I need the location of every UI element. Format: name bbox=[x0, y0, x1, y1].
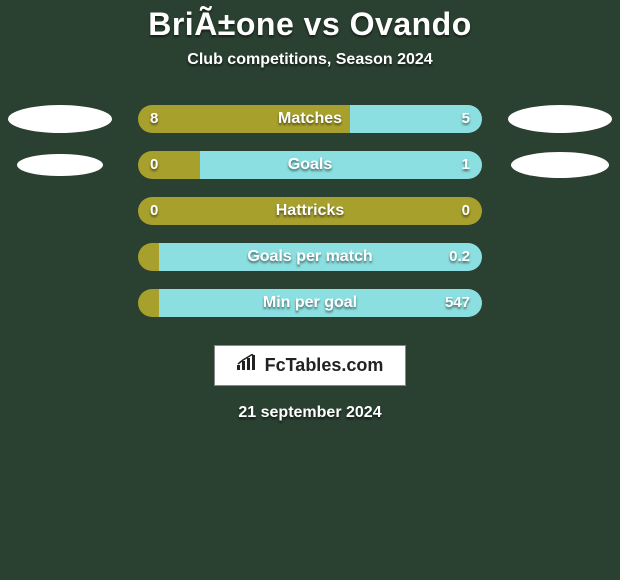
comparison-rows: 85Matches 01Goals 00Hattricks 0.2Goals per … bbox=[0, 105, 620, 317]
comparison-subtitle: Club competitions, Season 2024 bbox=[0, 51, 620, 69]
stat-row: 00Hattricks bbox=[0, 197, 620, 225]
stat-row: 547Min per goal bbox=[0, 289, 620, 317]
right-indicator-ellipse bbox=[508, 105, 612, 133]
stat-label: Goals per match bbox=[138, 243, 482, 271]
chart-icon bbox=[237, 354, 259, 377]
left-indicator-ellipse bbox=[8, 105, 112, 133]
comparison-title: BriÃ±one vs Ovando bbox=[0, 6, 620, 43]
infographic-date: 21 september 2024 bbox=[0, 404, 620, 422]
logo-text: FcTables.com bbox=[265, 355, 384, 376]
stat-label: Hattricks bbox=[138, 197, 482, 225]
stat-row: 01Goals bbox=[0, 151, 620, 179]
stat-label: Min per goal bbox=[138, 289, 482, 317]
left-indicator-ellipse bbox=[17, 154, 102, 177]
stat-label: Matches bbox=[138, 105, 482, 133]
logo-panel: FcTables.com bbox=[214, 345, 407, 386]
right-indicator-ellipse bbox=[511, 152, 610, 179]
stat-row: 85Matches bbox=[0, 105, 620, 133]
stat-label: Goals bbox=[138, 151, 482, 179]
stat-row: 0.2Goals per match bbox=[0, 243, 620, 271]
